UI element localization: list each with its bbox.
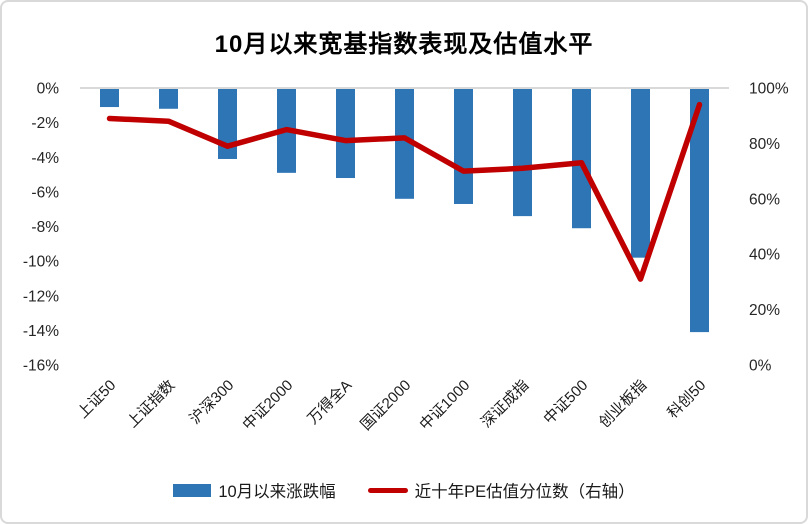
bar-中证500 <box>572 89 591 229</box>
chart-title: 10月以来宽基指数表现及估值水平 <box>214 31 594 58</box>
category-label: 上证指数 <box>124 377 178 431</box>
bar-中证1000 <box>454 89 473 204</box>
category-label: 国证2000 <box>357 377 414 434</box>
category-label: 中证2000 <box>239 377 296 434</box>
bar-万得全A <box>336 89 355 179</box>
legend-item-line-series: 近十年PE估值分位数（右轴） <box>367 478 635 502</box>
category-label: 万得全A <box>304 376 356 428</box>
category-label: 沪深300 <box>186 377 237 428</box>
left-axis-tick-label: 0% <box>37 81 60 98</box>
bar-series-label: 10月以来涨跌幅 <box>218 483 336 501</box>
left-axis-tick-label: -6% <box>31 184 59 201</box>
line-series-label: 近十年PE估值分位数（右轴） <box>414 483 635 501</box>
chart-legend: 10月以来涨跌幅 近十年PE估值分位数（右轴） <box>2 478 806 502</box>
bar-创业板指 <box>631 89 650 258</box>
left-axis-tick-label: -14% <box>23 323 59 340</box>
bar-上证指数 <box>159 89 178 109</box>
category-label: 深证成指 <box>478 377 532 431</box>
right-axis-tick-label: 100% <box>749 81 789 98</box>
right-axis-tick-label: 80% <box>749 136 780 153</box>
bar-上证50 <box>100 89 119 108</box>
left-axis-tick-label: -4% <box>31 150 59 167</box>
line-series-swatch-icon <box>367 487 408 493</box>
right-axis-tick-label: 20% <box>749 302 780 319</box>
left-axis-tick-label: -2% <box>31 115 59 132</box>
bar-科创50 <box>690 89 709 333</box>
right-axis-tick-label: 40% <box>749 247 780 264</box>
legend-item-bar-series: 10月以来涨跌幅 <box>173 478 336 502</box>
category-label: 上证50 <box>74 377 119 422</box>
right-axis-tick-label: 0% <box>749 358 772 375</box>
right-axis-tick-label: 60% <box>749 191 780 208</box>
category-label: 中证500 <box>540 377 591 428</box>
left-axis-tick-label: -10% <box>23 254 59 271</box>
bar-深证成指 <box>513 89 532 217</box>
pe-percentile-line <box>106 101 703 282</box>
left-axis-tick-label: -16% <box>23 358 59 375</box>
bar-series-swatch-icon <box>173 483 212 497</box>
category-label: 创业板指 <box>595 376 650 431</box>
left-axis-tick-label: -8% <box>31 219 59 236</box>
category-label: 科创50 <box>664 377 709 422</box>
bar-国证2000 <box>395 89 414 199</box>
left-axis-tick-label: -12% <box>23 288 59 305</box>
category-label: 中证1000 <box>416 377 473 434</box>
